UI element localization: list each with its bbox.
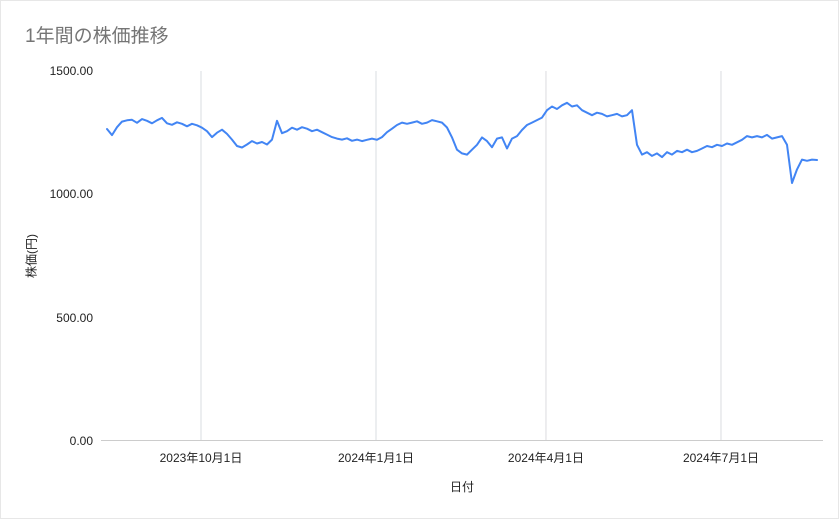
y-axis-title: 株価(円) — [24, 234, 39, 278]
x-tick-label: 2024年7月1日 — [682, 451, 759, 465]
x-axis-ticks: 2023年10月1日 2024年1月1日 2024年4月1日 2024年7月1日 — [101, 449, 823, 465]
x-tick-label: 2024年1月1日 — [337, 451, 415, 465]
y-tick-label: 0.00 — [69, 434, 93, 448]
x-tick-label: 2024年4月1日 — [507, 451, 584, 465]
chart-svg — [101, 71, 823, 441]
x-axis-title: 日付 — [449, 480, 475, 494]
chart-title: 1年間の株価推移 — [25, 26, 169, 47]
y-tick-label: 1000.00 — [49, 187, 93, 201]
y-tick-label: 500.00 — [56, 311, 93, 325]
plot-area — [101, 71, 823, 441]
y-tick-label: 1500.00 — [49, 64, 93, 78]
x-tick-label: 2023年10月1日 — [159, 451, 243, 465]
